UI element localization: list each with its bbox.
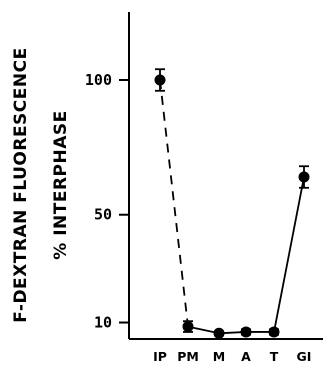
data-point <box>154 74 166 86</box>
series-lines <box>159 79 305 335</box>
data-point <box>268 326 280 338</box>
y-axis-label: % INTERPHASE <box>51 110 71 260</box>
data-point <box>213 327 225 339</box>
x-tick-label: M <box>213 349 225 364</box>
x-category-labels: IP PM M A T GI <box>153 349 311 364</box>
series-segment <box>273 176 305 333</box>
series-segment <box>159 79 189 327</box>
y-tick-label: 10 <box>94 314 112 332</box>
y-ticks: 10 50 100 <box>85 71 129 332</box>
y-tick-label: 100 <box>85 71 112 89</box>
y-axis-labels: F-DEXTRAN FLUORESCENCE % INTERPHASE <box>11 47 71 322</box>
x-tick-label: IP <box>153 349 167 364</box>
x-tick-label: GI <box>297 349 312 364</box>
axes <box>128 12 323 340</box>
data-point <box>240 326 252 338</box>
data-points <box>154 74 310 339</box>
x-tick-label: T <box>270 349 279 364</box>
data-point <box>182 321 194 333</box>
x-tick-label: PM <box>177 349 199 364</box>
x-tick-label: A <box>241 349 251 364</box>
y-axis-label: F-DEXTRAN FLUORESCENCE <box>11 47 31 322</box>
y-tick-label: 50 <box>94 206 112 224</box>
data-point <box>298 171 310 183</box>
error-bars <box>155 68 309 337</box>
